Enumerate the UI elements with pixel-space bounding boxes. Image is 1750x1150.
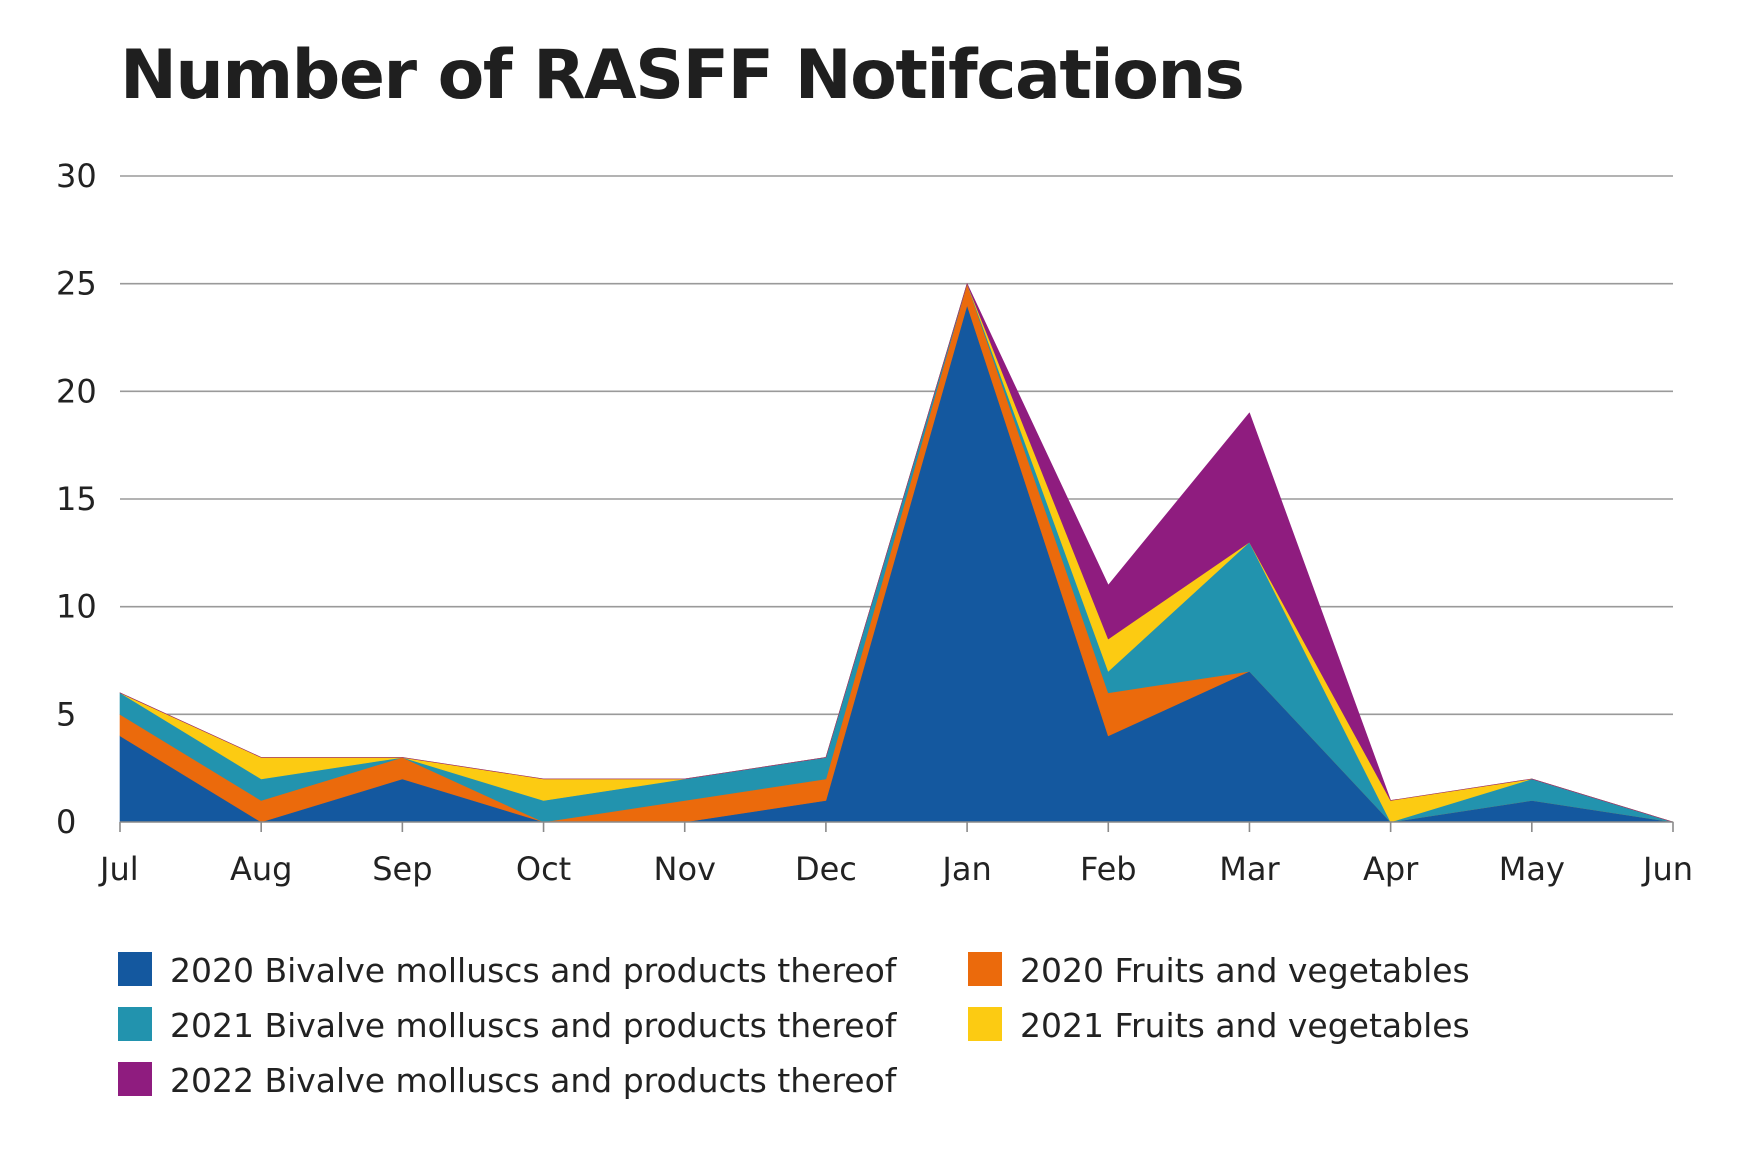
x-tick-label-feb: Feb bbox=[1080, 850, 1137, 888]
legend-swatch-2 bbox=[968, 952, 1002, 986]
legend: 2020 Bivalve molluscs and products there… bbox=[118, 951, 1470, 1100]
legend-swatch-5 bbox=[118, 1062, 152, 1096]
y-tick-label: 5 bbox=[56, 695, 76, 733]
x-axis-tick-labels: Jul Aug Sep Oct Nov Dec Jan Feb Mar Apr May Jun bbox=[98, 850, 1693, 888]
x-tick-label-may: May bbox=[1499, 850, 1565, 888]
x-tick-label-apr: Apr bbox=[1363, 850, 1419, 888]
x-tick-label-jun: Jun bbox=[1641, 850, 1693, 888]
x-tick-label-jul: Jul bbox=[98, 850, 139, 888]
x-tick-label-sep: Sep bbox=[372, 850, 432, 888]
y-tick-label: 20 bbox=[56, 372, 97, 410]
y-tick-label: 10 bbox=[56, 588, 97, 626]
y-axis-tick-labels: 0 5 10 15 20 25 30 bbox=[56, 157, 97, 841]
legend-swatch-1 bbox=[118, 952, 152, 986]
y-tick-label: 15 bbox=[56, 480, 97, 518]
chart-title: Number of RASFF Notifcations bbox=[120, 36, 1245, 115]
y-tick-label: 30 bbox=[56, 157, 97, 195]
legend-swatch-3 bbox=[118, 1007, 152, 1041]
x-tick-label-mar: Mar bbox=[1219, 850, 1280, 888]
area-series-1 bbox=[119, 304, 1674, 823]
x-tick-label-dec: Dec bbox=[795, 850, 857, 888]
legend-label-5: 2022 Bivalve molluscs and products there… bbox=[170, 1061, 898, 1100]
area-series bbox=[119, 283, 1674, 823]
legend-label-1: 2020 Bivalve molluscs and products there… bbox=[170, 951, 898, 990]
legend-label-3: 2021 Bivalve molluscs and products there… bbox=[170, 1006, 898, 1045]
y-tick-label: 25 bbox=[56, 265, 97, 303]
axes bbox=[119, 821, 1674, 832]
x-tick-label-nov: Nov bbox=[654, 850, 716, 888]
x-tick-label-aug: Aug bbox=[230, 850, 292, 888]
legend-label-4: 2021 Fruits and vegetables bbox=[1020, 1006, 1470, 1045]
x-tick-label-jan: Jan bbox=[940, 850, 991, 888]
y-tick-label: 0 bbox=[56, 803, 76, 841]
x-tick-label-oct: Oct bbox=[516, 850, 571, 888]
legend-swatch-4 bbox=[968, 1007, 1002, 1041]
legend-label-2: 2020 Fruits and vegetables bbox=[1020, 951, 1470, 990]
